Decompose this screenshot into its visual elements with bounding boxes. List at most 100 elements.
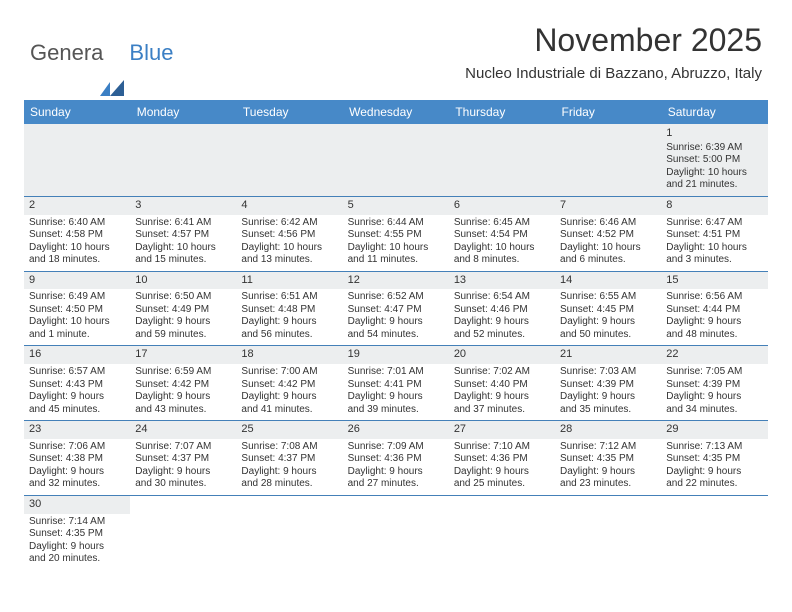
daylight2-text: and 41 minutes. xyxy=(241,404,337,417)
day-number: 26 xyxy=(348,423,444,437)
sunrise-text: Sunrise: 7:09 AM xyxy=(348,441,444,454)
daylight2-text: and 22 minutes. xyxy=(666,478,762,491)
day-number: 9 xyxy=(29,274,125,288)
day-number: 11 xyxy=(241,274,337,288)
day-cell: 8Sunrise: 6:47 AMSunset: 4:51 PMDaylight… xyxy=(661,196,767,271)
day-header: Saturday xyxy=(661,100,767,124)
day-cell: 10Sunrise: 6:50 AMSunset: 4:49 PMDayligh… xyxy=(130,271,236,346)
day-cell: 28Sunrise: 7:12 AMSunset: 4:35 PMDayligh… xyxy=(555,421,661,496)
day-cell xyxy=(449,495,555,569)
sunrise-text: Sunrise: 7:06 AM xyxy=(29,441,125,454)
sunset-text: Sunset: 4:44 PM xyxy=(666,304,762,317)
day-number: 23 xyxy=(29,423,125,437)
day-number: 3 xyxy=(135,199,231,213)
day-cell: 17Sunrise: 6:59 AMSunset: 4:42 PMDayligh… xyxy=(130,346,236,421)
daylight1-text: Daylight: 10 hours xyxy=(241,242,337,255)
sunrise-text: Sunrise: 6:57 AM xyxy=(29,366,125,379)
daylight1-text: Daylight: 9 hours xyxy=(241,316,337,329)
logo-text-2: Blue xyxy=(129,40,173,66)
day-cell xyxy=(130,495,236,569)
daylight1-text: Daylight: 10 hours xyxy=(135,242,231,255)
day-cell: 24Sunrise: 7:07 AMSunset: 4:37 PMDayligh… xyxy=(130,421,236,496)
daylight2-text: and 1 minute. xyxy=(29,329,125,342)
day-cell: 23Sunrise: 7:06 AMSunset: 4:38 PMDayligh… xyxy=(24,421,130,496)
day-cell xyxy=(236,495,342,569)
sunrise-text: Sunrise: 6:41 AM xyxy=(135,217,231,230)
day-cell: 22Sunrise: 7:05 AMSunset: 4:39 PMDayligh… xyxy=(661,346,767,421)
day-number: 28 xyxy=(560,423,656,437)
daylight1-text: Daylight: 9 hours xyxy=(666,391,762,404)
daylight2-text: and 18 minutes. xyxy=(29,254,125,267)
day-cell: 29Sunrise: 7:13 AMSunset: 4:35 PMDayligh… xyxy=(661,421,767,496)
day-number: 1 xyxy=(666,127,762,141)
day-cell: 15Sunrise: 6:56 AMSunset: 4:44 PMDayligh… xyxy=(661,271,767,346)
daylight1-text: Daylight: 10 hours xyxy=(666,242,762,255)
daylight1-text: Daylight: 9 hours xyxy=(241,391,337,404)
daylight2-text: and 27 minutes. xyxy=(348,478,444,491)
day-cell: 3 Sunrise: 6:41 AMSunset: 4:57 PMDaylight… xyxy=(130,196,236,271)
sunrise-text: Sunrise: 7:01 AM xyxy=(348,366,444,379)
sunset-text: Sunset: 4:43 PM xyxy=(29,379,125,392)
daylight2-text: and 6 minutes. xyxy=(560,254,656,267)
daylight2-text: and 13 minutes. xyxy=(241,254,337,267)
location: Nucleo Industriale di Bazzano, Abruzzo, … xyxy=(465,65,762,82)
sunset-text: Sunset: 4:40 PM xyxy=(454,379,550,392)
daylight2-text: and 3 minutes. xyxy=(666,254,762,267)
day-cell: 18Sunrise: 7:00 AMSunset: 4:42 PMDayligh… xyxy=(236,346,342,421)
daylight1-text: Daylight: 9 hours xyxy=(348,316,444,329)
day-cell: 13Sunrise: 6:54 AMSunset: 4:46 PMDayligh… xyxy=(449,271,555,346)
sunset-text: Sunset: 4:51 PM xyxy=(666,229,762,242)
day-header: Wednesday xyxy=(343,100,449,124)
week-row: 9Sunrise: 6:49 AMSunset: 4:50 PMDaylight… xyxy=(24,271,768,346)
sunset-text: Sunset: 4:35 PM xyxy=(29,528,125,541)
week-row: 1Sunrise: 6:39 AMSunset: 5:00 PMDaylight… xyxy=(24,124,768,196)
sunrise-text: Sunrise: 7:03 AM xyxy=(560,366,656,379)
header: Genera Blue November 2025 Nucleo Industr… xyxy=(0,0,792,100)
sunset-text: Sunset: 4:36 PM xyxy=(348,453,444,466)
sunset-text: Sunset: 4:39 PM xyxy=(666,379,762,392)
daylight2-text: and 50 minutes. xyxy=(560,329,656,342)
daylight2-text: and 25 minutes. xyxy=(454,478,550,491)
sunset-text: Sunset: 4:57 PM xyxy=(135,229,231,242)
sunrise-text: Sunrise: 7:05 AM xyxy=(666,366,762,379)
daylight2-text: and 43 minutes. xyxy=(135,404,231,417)
day-number: 4 xyxy=(241,199,337,213)
sunrise-text: Sunrise: 6:56 AM xyxy=(666,291,762,304)
daylight1-text: Daylight: 9 hours xyxy=(29,391,125,404)
day-number: 24 xyxy=(135,423,231,437)
day-cell xyxy=(24,124,130,196)
day-header: Sunday xyxy=(24,100,130,124)
day-cell xyxy=(449,124,555,196)
daylight2-text: and 15 minutes. xyxy=(135,254,231,267)
daylight1-text: Daylight: 9 hours xyxy=(666,466,762,479)
sunset-text: Sunset: 4:36 PM xyxy=(454,453,550,466)
sunrise-text: Sunrise: 6:46 AM xyxy=(560,217,656,230)
day-number: 13 xyxy=(454,274,550,288)
daylight1-text: Daylight: 9 hours xyxy=(29,466,125,479)
daylight2-text: and 54 minutes. xyxy=(348,329,444,342)
day-cell xyxy=(555,124,661,196)
sunset-text: Sunset: 4:42 PM xyxy=(135,379,231,392)
daylight1-text: Daylight: 9 hours xyxy=(241,466,337,479)
daylight2-text: and 39 minutes. xyxy=(348,404,444,417)
sunrise-text: Sunrise: 6:49 AM xyxy=(29,291,125,304)
day-number: 21 xyxy=(560,348,656,362)
day-cell: 12Sunrise: 6:52 AMSunset: 4:47 PMDayligh… xyxy=(343,271,449,346)
day-number: 18 xyxy=(241,348,337,362)
daylight2-text: and 20 minutes. xyxy=(29,553,125,566)
daylight1-text: Daylight: 9 hours xyxy=(135,391,231,404)
day-header-row: SundayMondayTuesdayWednesdayThursdayFrid… xyxy=(24,100,768,124)
day-cell: 30Sunrise: 7:14 AMSunset: 4:35 PMDayligh… xyxy=(24,495,130,569)
day-cell: 5Sunrise: 6:44 AMSunset: 4:55 PMDaylight… xyxy=(343,196,449,271)
day-cell: 25Sunrise: 7:08 AMSunset: 4:37 PMDayligh… xyxy=(236,421,342,496)
sunset-text: Sunset: 4:56 PM xyxy=(241,229,337,242)
day-number: 6 xyxy=(454,199,550,213)
day-cell xyxy=(343,495,449,569)
sunset-text: Sunset: 4:54 PM xyxy=(454,229,550,242)
daylight2-text: and 34 minutes. xyxy=(666,404,762,417)
sunrise-text: Sunrise: 7:02 AM xyxy=(454,366,550,379)
calendar-table: SundayMondayTuesdayWednesdayThursdayFrid… xyxy=(24,100,768,570)
sunset-text: Sunset: 4:49 PM xyxy=(135,304,231,317)
daylight1-text: Daylight: 9 hours xyxy=(454,316,550,329)
daylight1-text: Daylight: 9 hours xyxy=(135,316,231,329)
